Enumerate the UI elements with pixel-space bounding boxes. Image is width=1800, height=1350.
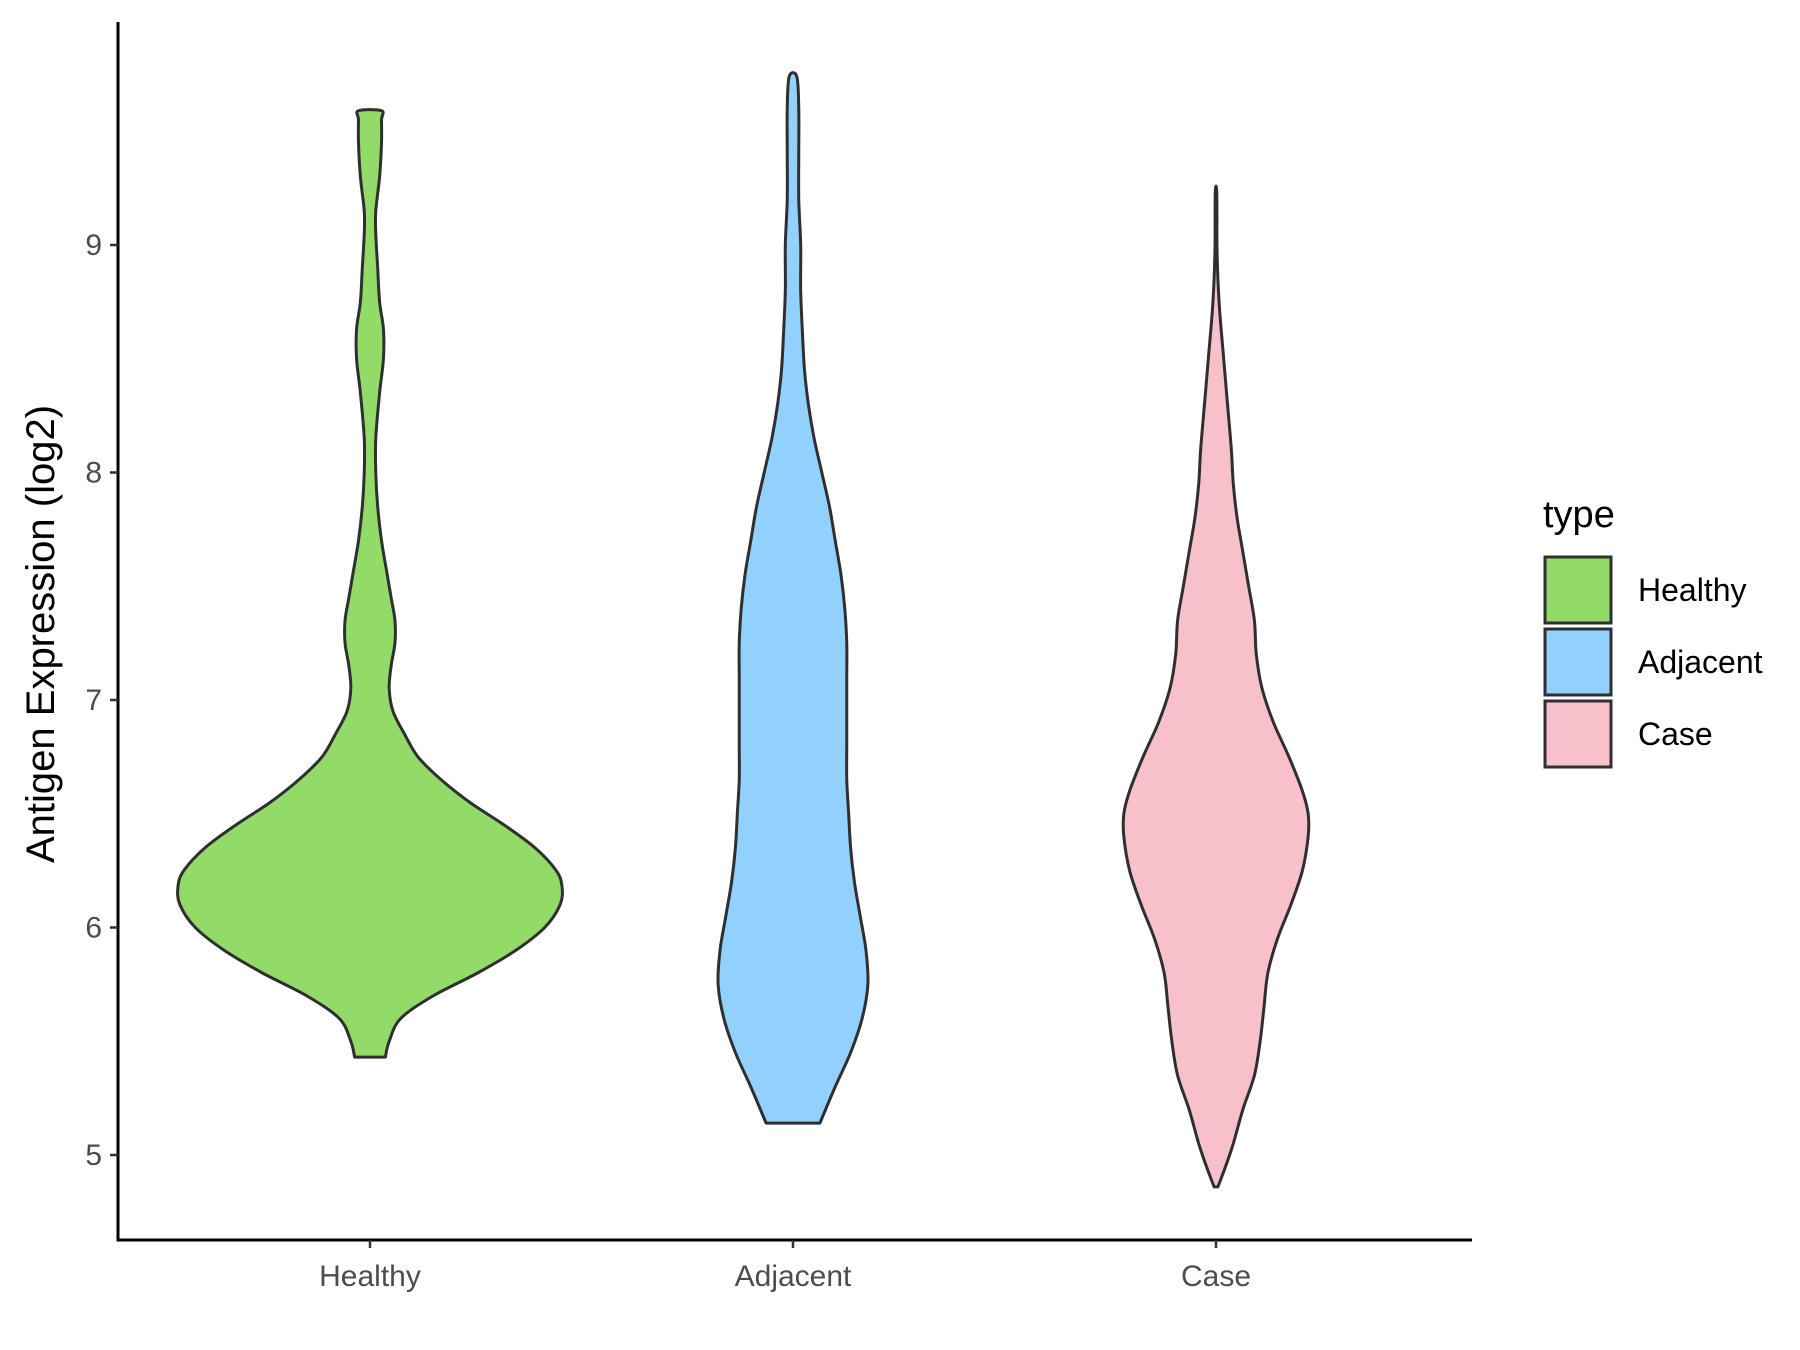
violin-healthy (176, 108, 564, 1059)
legend-key-healthy (1543, 555, 1613, 625)
legend-label-adjacent: Adjacent (1638, 644, 1763, 680)
y-tick-label-8: 8 (85, 457, 102, 490)
y-axis-title: Antigen Expression (log2) (19, 405, 63, 863)
legend-key-adjacent (1543, 627, 1613, 697)
violin-case (1121, 184, 1311, 1189)
violin-adjacent (716, 71, 870, 1125)
y-tick-label-9: 9 (85, 229, 102, 262)
x-tick-label-case: Case (1181, 1260, 1251, 1293)
legend-label-case: Case (1638, 716, 1713, 752)
y-tick-label-7: 7 (85, 684, 102, 717)
plot-area (176, 71, 1311, 1189)
legend-key-case (1543, 699, 1613, 769)
x-tick-label-healthy: Healthy (319, 1260, 421, 1293)
y-tick-label-5: 5 (85, 1139, 102, 1172)
legend: type Healthy Adjacent Case (1543, 494, 1763, 769)
ticks: 5 6 7 8 9 Healthy Adjacent Case (85, 229, 1251, 1293)
legend-label-healthy: Healthy (1638, 572, 1747, 608)
y-tick-label-6: 6 (85, 912, 102, 945)
legend-title: type (1543, 494, 1615, 536)
x-tick-label-adjacent: Adjacent (735, 1260, 852, 1293)
